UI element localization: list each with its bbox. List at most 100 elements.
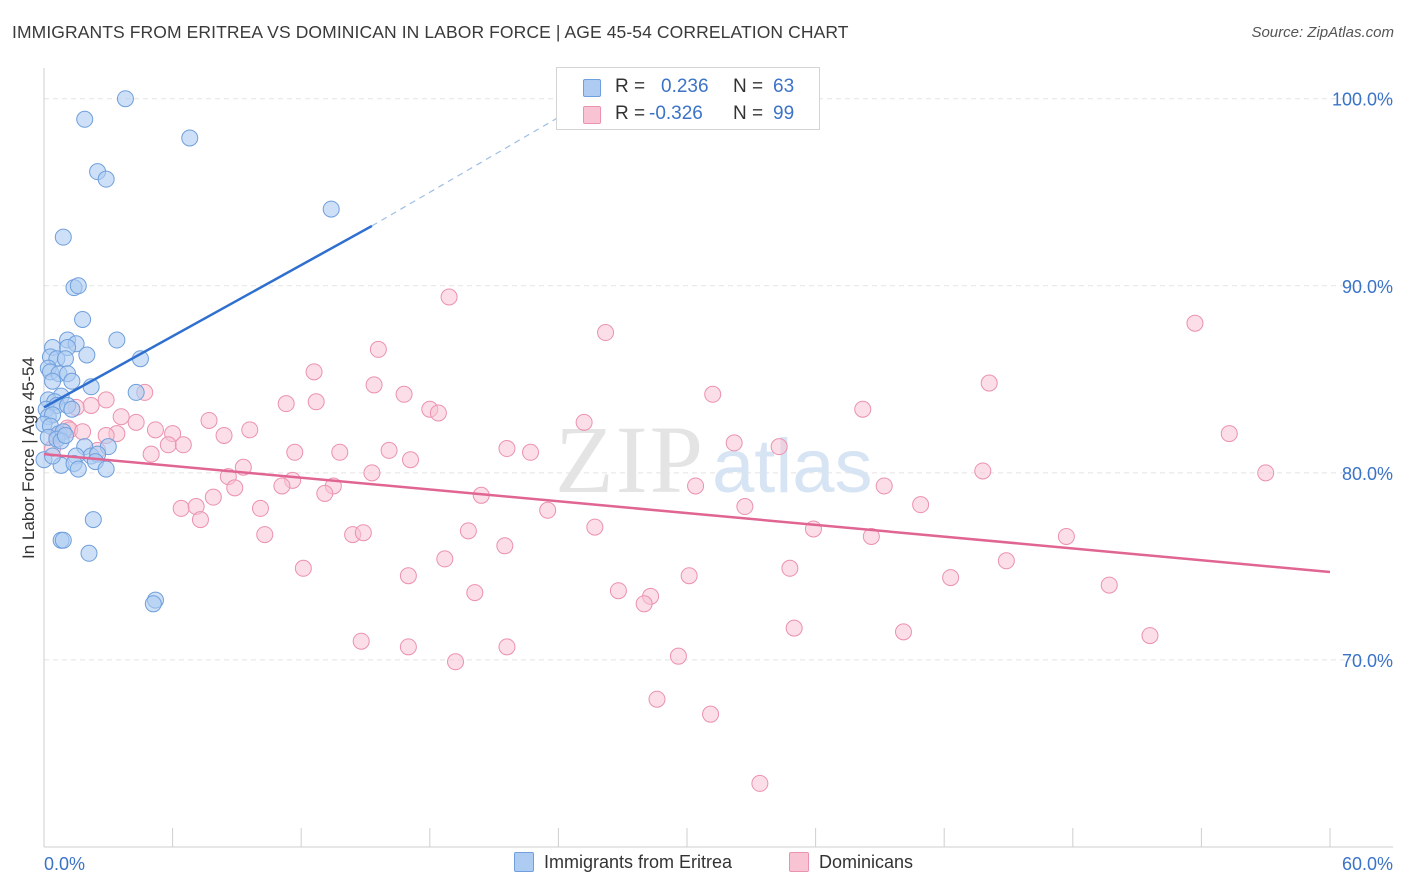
eritrea-legend-swatch <box>514 852 534 872</box>
dominican-point <box>875 477 893 495</box>
dominican-point <box>204 488 222 506</box>
dominican-point <box>380 441 398 459</box>
n-label: N = <box>733 103 764 124</box>
dominican-point <box>215 426 233 444</box>
legend-row-eritrea: R = 0.236 N = 63 <box>557 76 819 100</box>
y-tick-label: 70.0% <box>1342 651 1393 671</box>
dominican-point <box>1057 527 1075 545</box>
eritrea-swatch <box>583 79 601 97</box>
x-tick-label-max: 60.0% <box>1342 854 1393 874</box>
dominican-point <box>277 395 295 413</box>
eritrea-trend-extension <box>371 98 591 227</box>
dominican-point <box>1141 627 1159 645</box>
dominican-point <box>704 385 722 403</box>
dominican-point <box>912 496 930 514</box>
eritrea-point <box>56 350 74 368</box>
dominican-point <box>496 537 514 555</box>
n-value: 63 <box>773 76 795 97</box>
trend-lines <box>43 98 1331 574</box>
n-label: N = <box>733 76 764 97</box>
n-value: 99 <box>773 103 795 124</box>
dominican-point <box>648 690 666 708</box>
eritrea-point <box>144 595 162 613</box>
dominican-point <box>200 411 218 429</box>
dominican-point <box>781 559 799 577</box>
dominican-point <box>286 443 304 461</box>
dominican-point <box>751 774 769 792</box>
dominican-point <box>159 436 177 454</box>
eritrea-point <box>181 129 199 147</box>
dominican-point <box>174 436 192 454</box>
dominican-point <box>226 479 244 497</box>
dominican-point <box>294 559 312 577</box>
eritrea-points <box>35 90 340 613</box>
dominican-point <box>609 582 627 600</box>
dominican-point <box>942 569 960 587</box>
legend-item-eritrea: Immigrants from Eritrea <box>514 852 732 876</box>
eritrea-point <box>63 400 81 418</box>
dominican-point <box>436 550 454 568</box>
dominican-point <box>1257 464 1275 482</box>
eritrea-point <box>69 277 87 295</box>
dominican-point <box>635 595 653 613</box>
dominican-point <box>399 567 417 585</box>
dominican-point <box>395 385 413 403</box>
dominican-point <box>307 393 325 411</box>
eritrea-point <box>322 200 340 218</box>
dominican-point <box>251 499 269 517</box>
r-value: -0.326 <box>649 103 703 124</box>
y-tick-label: 80.0% <box>1342 464 1393 484</box>
legend-item-dominicans: Dominicans <box>789 852 913 876</box>
eritrea-point <box>54 531 72 549</box>
dominican-point <box>862 527 880 545</box>
r-value: 0.236 <box>661 76 709 97</box>
dominican-point <box>894 623 912 641</box>
dominican-point <box>498 440 516 458</box>
legend-row-dominicans: R = -0.326 N = 99 <box>557 103 819 127</box>
eritrea-point <box>116 90 134 108</box>
dominican-point <box>539 501 557 519</box>
dominican-point <box>191 511 209 529</box>
r-label: R = <box>615 76 646 97</box>
eritrea-point <box>127 383 145 401</box>
eritrea-point <box>74 310 92 328</box>
r-label: R = <box>615 103 646 124</box>
dominican-point <box>273 477 291 495</box>
dominican-point <box>74 423 92 441</box>
dominican-point <box>1220 425 1238 443</box>
dominican-point <box>980 374 998 392</box>
dominican-point <box>365 376 383 394</box>
source-label: Source: ZipAtlas.com <box>1251 24 1394 41</box>
dominican-point <box>459 522 477 540</box>
dominican-point <box>241 421 259 439</box>
dominican-point <box>669 647 687 665</box>
dominican-point <box>736 498 754 516</box>
dominican-point <box>146 421 164 439</box>
eritrea-trend-line <box>43 224 373 409</box>
dominican-point <box>363 464 381 482</box>
dominican-legend-label: Dominicans <box>819 852 914 872</box>
x-tick-label-min: 0.0% <box>44 854 85 874</box>
dominican-point <box>725 434 743 452</box>
dominican-point <box>402 451 420 469</box>
dominican-points <box>44 288 1275 792</box>
dominican-point <box>331 443 349 461</box>
eritrea-point <box>108 331 126 349</box>
grid-lines <box>44 98 1393 661</box>
dominican-point <box>316 484 334 502</box>
dominican-point <box>974 462 992 480</box>
eritrea-point <box>80 544 98 562</box>
watermark: ZIP atlas <box>555 406 873 513</box>
dominican-point <box>369 340 387 358</box>
dominican-point <box>447 653 465 671</box>
chart-title: IMMIGRANTS FROM ERITREA VS DOMINICAN IN … <box>12 22 849 42</box>
dominican-point <box>305 363 323 381</box>
dominican-point <box>1186 314 1204 332</box>
y-axis-title: In Labor Force | Age 45-54 <box>19 357 38 559</box>
eritrea-point <box>69 460 87 478</box>
dominican-point <box>399 638 417 656</box>
eritrea-point <box>78 346 96 364</box>
dominican-point <box>82 397 100 415</box>
dominican-point <box>127 413 145 431</box>
